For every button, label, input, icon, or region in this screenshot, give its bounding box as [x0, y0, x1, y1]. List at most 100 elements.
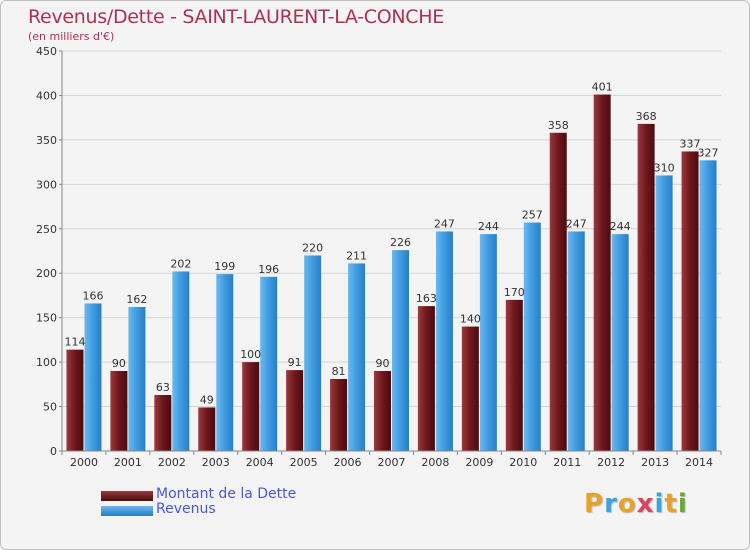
logo-letter: o: [617, 489, 637, 519]
debt-value-label: 90: [376, 357, 390, 370]
value-labels: 114 166 90 162 63 202 49 199 100 196 91 220 81 211 90 2…: [64, 81, 718, 407]
debt-value-label: 140: [460, 313, 481, 326]
revenue-value-label: 220: [302, 241, 323, 254]
revenue-bar: [304, 255, 322, 451]
y-tick-label: 300: [36, 178, 57, 191]
revenue-value-label: 247: [434, 217, 455, 230]
axes: 0 50 100 150 200 250 300 350 400 450 2000 2001 2002 2…: [36, 45, 722, 469]
debt-bar: [154, 395, 172, 451]
revenue-bar: [392, 250, 409, 451]
revenue-bar: [216, 274, 234, 451]
debt-bar: [461, 326, 479, 451]
y-tick-label: 50: [43, 401, 57, 414]
x-tick-label: 2014: [685, 456, 713, 469]
x-tick-label: 2007: [378, 456, 406, 469]
debt-bar: [110, 371, 128, 451]
revenue-bar: [435, 231, 453, 451]
x-tick-label: 2013: [641, 456, 669, 469]
logo-letter: t: [664, 489, 678, 519]
y-tick-label: 450: [36, 45, 57, 58]
revenue-value-label: 162: [126, 293, 147, 306]
revenue-value-label: 244: [478, 220, 499, 233]
revenue-value-label: 211: [346, 249, 367, 262]
revenue-bar: [479, 234, 497, 451]
debt-value-label: 368: [636, 110, 657, 123]
revenue-value-label: 226: [390, 236, 411, 249]
debt-value-label: 358: [548, 119, 569, 132]
grid-lines: [62, 50, 721, 408]
revenue-bar: [611, 234, 629, 451]
y-tick-label: 150: [36, 312, 57, 325]
x-tick-label: 2009: [465, 456, 493, 469]
revenue-bar: [523, 222, 541, 451]
debt-value-label: 90: [112, 357, 126, 370]
debt-bar: [549, 132, 567, 451]
revenue-value-label: 327: [698, 146, 719, 159]
x-tick-label: 2012: [597, 456, 625, 469]
x-tick-label: 2005: [290, 456, 318, 469]
debt-bar: [286, 370, 304, 451]
debt-value-label: 91: [288, 356, 302, 369]
chart-subtitle: (en milliers d'€): [28, 30, 115, 43]
logo-letter: r: [604, 489, 618, 519]
debt-bar: [505, 299, 523, 451]
legend-swatch-debt: [101, 491, 153, 501]
revenue-bar: [348, 263, 366, 451]
revenue-bar: [260, 276, 278, 451]
debt-bar: [417, 306, 435, 451]
revenue-value-label: 196: [258, 263, 279, 276]
x-tick-label: 2002: [158, 456, 186, 469]
revenue-bar: [567, 231, 585, 451]
revenue-value-label: 244: [610, 220, 631, 233]
debt-value-label: 63: [156, 381, 170, 394]
debt-value-label: 170: [504, 286, 525, 299]
legend-swatch-revenue: [101, 506, 153, 516]
debt-bar: [637, 123, 655, 451]
x-tick-label: 2004: [246, 456, 274, 469]
x-tick-label: 2010: [509, 456, 537, 469]
legend-label-debt: Montant de la Dette: [156, 486, 297, 502]
debt-value-label: 100: [240, 348, 261, 361]
revenue-bar: [172, 271, 190, 451]
debt-value-label: 163: [416, 292, 437, 305]
revenue-value-label: 310: [654, 161, 675, 174]
y-tick-label: 100: [36, 356, 57, 369]
debt-value-label: 114: [64, 336, 85, 349]
chart-title: Revenus/Dette - SAINT-LAURENT-LA-CONCHE: [28, 6, 444, 28]
revenue-value-label: 257: [522, 209, 543, 222]
x-tick-label: 2006: [334, 456, 362, 469]
x-tick-label: 2003: [202, 456, 230, 469]
revenue-value-label: 247: [566, 217, 587, 230]
revenue-value-label: 166: [82, 289, 103, 302]
debt-bar: [330, 379, 348, 451]
debt-value-label: 49: [200, 393, 214, 406]
y-tick-label: 400: [36, 89, 57, 102]
x-tick-label: 2001: [114, 456, 142, 469]
revenue-bar: [128, 307, 146, 451]
debt-bar: [66, 349, 84, 451]
bars: [66, 94, 717, 452]
y-tick-label: 350: [36, 134, 57, 147]
x-tick-label: 2008: [421, 456, 449, 469]
logo-letter: x: [636, 489, 655, 519]
y-tick-label: 250: [36, 223, 57, 236]
logo-letter: i: [654, 489, 665, 519]
debt-value-label: 401: [592, 81, 613, 94]
y-tick-label: 0: [50, 445, 57, 458]
debt-value-label: 81: [332, 365, 346, 378]
debt-bar: [374, 371, 391, 451]
revenue-value-label: 199: [214, 260, 235, 273]
debt-bar: [198, 407, 216, 451]
x-tick-label: 2000: [70, 456, 98, 469]
x-tick-label: 2011: [553, 456, 581, 469]
revenue-bar: [655, 175, 673, 451]
logo-letter: P: [584, 489, 605, 519]
debt-bar: [242, 362, 260, 451]
revenue-bar: [699, 160, 717, 452]
revenue-bar: [84, 303, 102, 451]
logo-letter: i: [677, 489, 688, 519]
legend-label-revenue: Revenus: [156, 501, 216, 517]
debt-value-label: 337: [680, 137, 701, 150]
